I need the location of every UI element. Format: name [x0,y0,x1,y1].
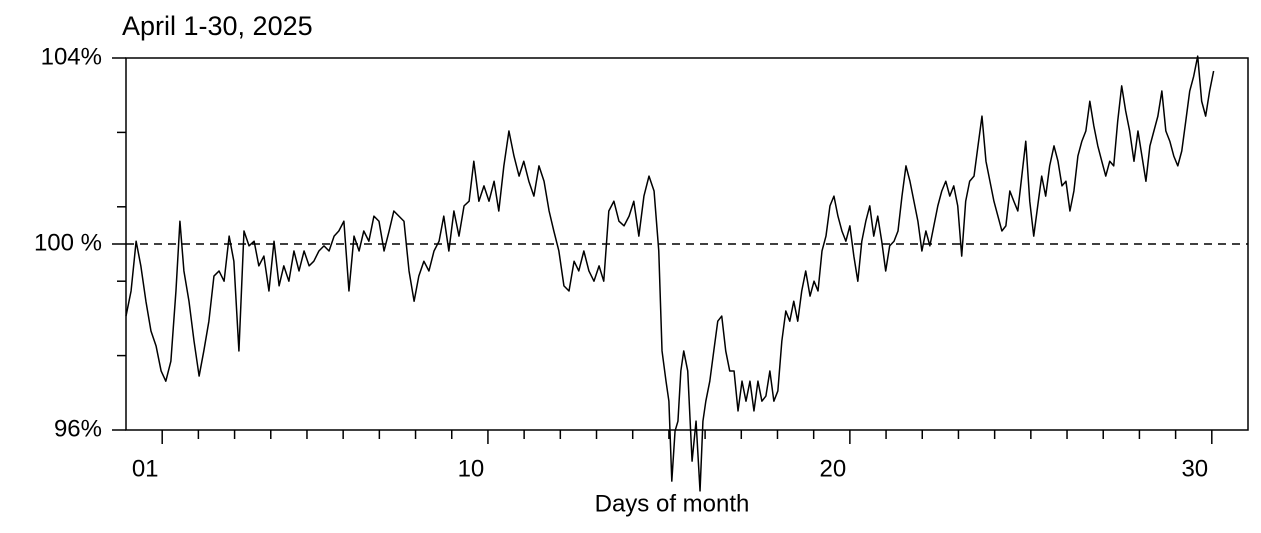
y-tick-label: 100 % [34,229,102,256]
x-tick-label: 20 [820,455,847,482]
x-tick-label: 10 [458,455,485,482]
y-tick-label: 96% [54,415,102,442]
x-tick-label: 30 [1181,455,1208,482]
chart-title: April 1-30, 2025 [122,11,313,41]
data-line [125,55,1215,492]
y-tick-label: 104% [41,43,102,70]
x-axis-label: Days of month [595,490,750,517]
x-tick-label: 01 [132,455,159,482]
